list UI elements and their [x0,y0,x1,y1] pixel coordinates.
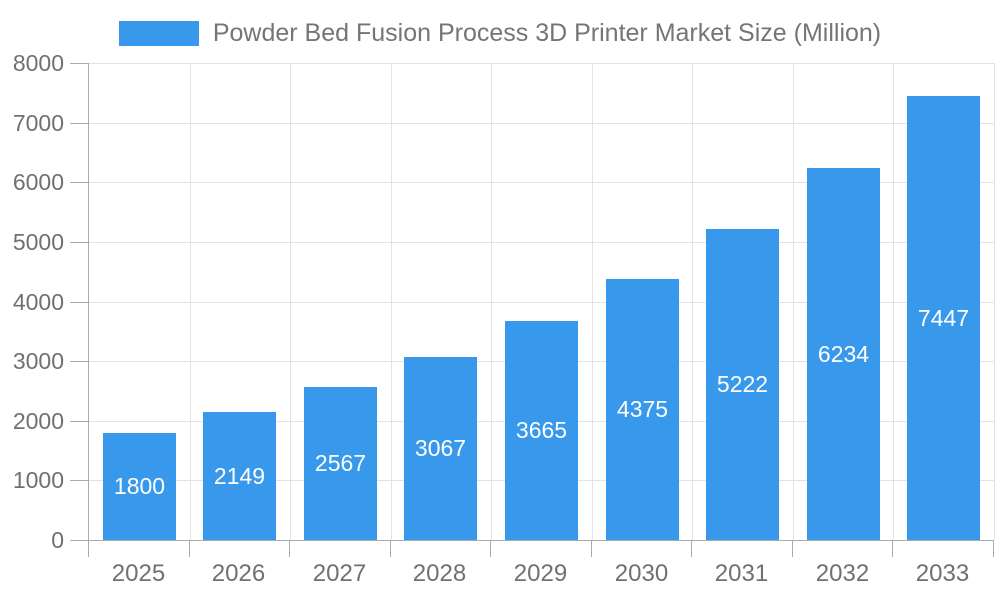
x-axis-tick [189,541,190,557]
x-gridline [793,63,794,540]
bar: 7447 [907,96,980,540]
x-gridline [190,63,191,540]
x-gridline [893,63,894,540]
x-axis-tick [993,541,994,557]
y-gridline [89,63,994,64]
x-gridline [994,63,995,540]
y-axis-label: 6000 [12,169,64,195]
legend-swatch [118,20,199,46]
x-axis-label: 2028 [412,560,467,587]
bar-value-label: 1800 [113,473,166,499]
x-axis-label: 2026 [211,560,266,587]
x-gridline [592,63,593,540]
x-axis-label: 2027 [312,560,367,587]
bar: 3665 [505,321,578,540]
x-axis-tick [591,541,592,557]
bar: 2567 [304,387,377,540]
bar: 6234 [807,168,880,540]
bar-value-label: 3665 [515,417,568,443]
legend-label: Powder Bed Fusion Process 3D Printer Mar… [212,18,882,47]
x-gridline [290,63,291,540]
y-axis-tick [70,182,88,183]
y-axis-label: 8000 [12,50,64,76]
bar: 4375 [606,279,679,540]
y-gridline [89,123,994,124]
y-axis-label: 1000 [12,467,64,493]
x-axis-tick [490,541,491,557]
bar-value-label: 6234 [817,340,870,367]
x-axis-label: 2030 [614,560,669,587]
x-axis-label: 2031 [714,560,769,587]
bar-value-label: 5222 [716,371,769,397]
bar-value-label: 7447 [917,304,970,331]
x-axis-tick [691,541,692,557]
y-axis-label: 3000 [12,348,64,374]
y-axis-tick [70,123,88,124]
x-axis-label: 2033 [915,560,970,587]
bar: 3067 [404,357,477,540]
y-axis-tick [70,540,88,541]
bar-value-label: 2567 [314,450,367,476]
bar: 5222 [706,229,779,540]
x-axis-label: 2032 [815,560,870,587]
x-axis-label: 2025 [111,560,166,587]
x-gridline [692,63,693,540]
y-axis-tick [70,63,88,64]
y-gridline [89,242,994,243]
y-axis-label: 7000 [12,110,64,136]
y-axis-tick [70,480,88,481]
y-gridline [89,302,994,303]
x-axis-tick [289,541,290,557]
y-axis-tick [70,242,88,243]
bar: 2149 [203,412,276,540]
x-axis-label: 2029 [513,560,568,587]
x-gridline [491,63,492,540]
y-axis-label: 4000 [12,289,64,315]
x-gridline [391,63,392,540]
y-axis-tick [70,302,88,303]
x-axis-tick [792,541,793,557]
y-axis-label: 0 [51,527,64,553]
bar-value-label: 2149 [213,462,266,489]
y-axis-label: 2000 [12,408,64,434]
y-gridline [89,182,994,183]
y-axis-tick [70,361,88,362]
y-axis-tick [70,421,88,422]
x-axis-tick [892,541,893,557]
x-axis-tick [390,541,391,557]
bar-value-label: 3067 [414,435,467,461]
plot-area: 1800 2149 2567 3067 3665 4375 5222 6234 7447 [88,63,995,541]
bar: 1800 [103,433,176,540]
y-axis-label: 5000 [12,229,64,255]
legend-item[interactable]: Powder Bed Fusion Process 3D Printer Mar… [0,19,1000,47]
x-axis-tick [88,541,89,557]
bar-value-label: 4375 [616,396,669,422]
